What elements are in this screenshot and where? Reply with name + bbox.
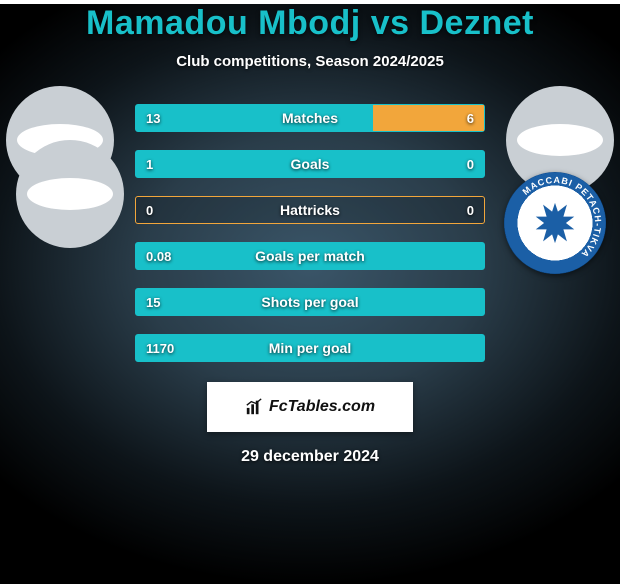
stat-label: Matches [136,105,484,131]
stat-label: Shots per goal [136,289,484,315]
stat-row: 136Matches [135,104,485,132]
player-a-avatar-2 [16,140,124,248]
stat-row: 00Hattricks [135,196,485,224]
fctables-text: FcTables.com [269,398,375,416]
stat-label: Hattricks [136,197,484,223]
subtitle: Club competitions, Season 2024/2025 [0,53,620,70]
title: Mamadou Mbodj vs Deznet [0,4,620,43]
stat-row: 0.08Goals per match [135,242,485,270]
player-b-name: Deznet [419,4,533,42]
player-a-name: Mamadou Mbodj [86,4,361,42]
stat-label: Min per goal [136,335,484,361]
stat-label: Goals per match [136,243,484,269]
fctables-box: FcTables.com [207,382,413,432]
content: Mamadou Mbodj vs Deznet Club competition… [0,4,620,584]
stat-label: Goals [136,151,484,177]
stat-row: 10Goals [135,150,485,178]
vs-label: vs [371,4,410,42]
badge-star-icon [533,201,577,245]
date: 29 december 2024 [0,448,620,466]
club-badge: MACCABI PETACH-TIKVA [504,172,606,274]
fctables-icon [245,398,263,416]
stat-row: 1170Min per goal [135,334,485,362]
stats-container: 136Matches 10Goals 00Hattricks 0.08Goals pe… [135,104,485,362]
stat-row: 15Shots per goal [135,288,485,316]
